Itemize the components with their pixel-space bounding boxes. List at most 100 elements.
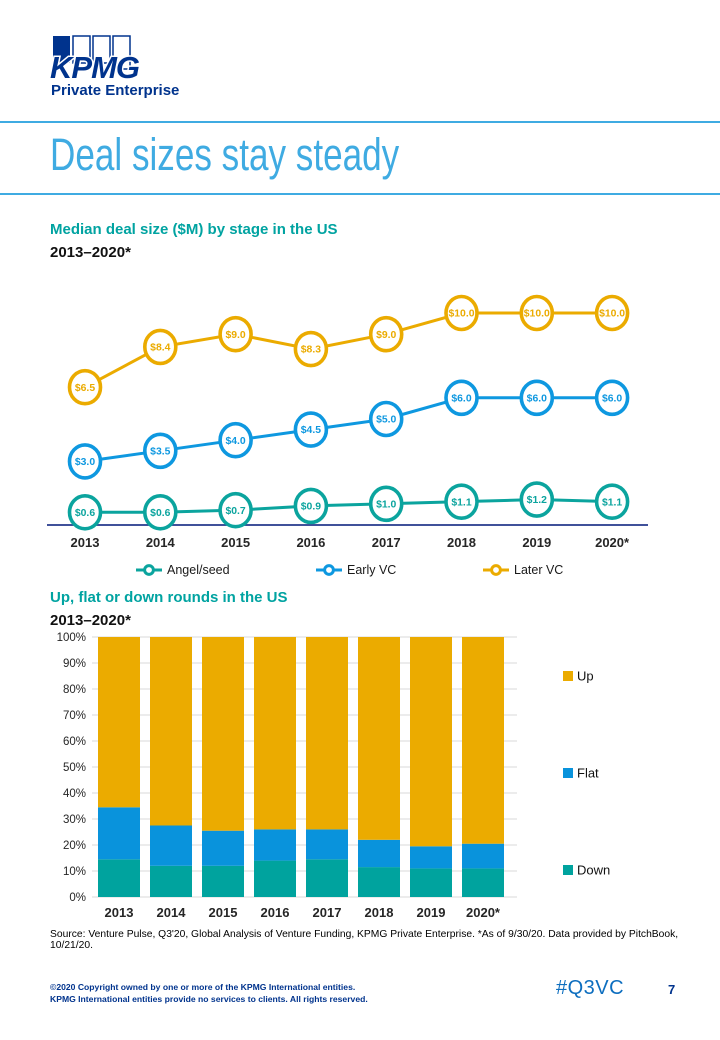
bar-segment-flat	[98, 807, 140, 860]
data-point-label: $6.0	[602, 393, 622, 404]
legend-item-angel-seed: Angel/seed	[136, 559, 230, 581]
bar-segment-up	[254, 637, 296, 830]
data-point-marker	[444, 294, 479, 332]
data-point-marker	[293, 330, 329, 368]
x-axis-label: 2017	[372, 535, 401, 550]
kpmg-logo-boxes	[53, 35, 131, 70]
bar-segment-down	[306, 859, 348, 897]
data-point-marker	[594, 483, 630, 520]
data-point-marker	[67, 493, 103, 531]
kpmg-logo-text: KPMG	[50, 50, 140, 85]
data-point-marker	[519, 379, 555, 417]
bar-segment-up	[358, 637, 400, 840]
bar-2014	[150, 637, 192, 897]
x-axis-label: 2016	[296, 535, 325, 550]
bar-2016	[254, 637, 296, 897]
kpmg-logo: KPMG	[50, 35, 142, 86]
line-series-angel-seed: $0.6 $0.6 $0.7 $0.9 $1.0 $1.1 $1.2 $1.1	[67, 481, 630, 531]
bar-segment-flat	[462, 843, 504, 869]
data-point-label: $10.0	[599, 309, 625, 320]
data-point-label: $3.0	[75, 457, 95, 468]
bar-2013	[98, 637, 140, 897]
data-point-label: $4.0	[225, 436, 245, 447]
data-point-marker	[368, 400, 404, 438]
bar-segment-flat	[358, 839, 400, 868]
data-point-marker	[594, 294, 630, 332]
x-axis-label: 2020*	[595, 535, 630, 550]
y-axis-label: 70%	[63, 710, 86, 722]
bar-2018	[358, 637, 400, 897]
x-axis-label: 2019	[522, 535, 551, 550]
hashtag: #Q3VC	[556, 977, 625, 999]
data-point-label: $6.0	[527, 393, 547, 404]
data-point-marker	[218, 491, 253, 529]
data-point-marker	[293, 411, 329, 448]
data-point-label: $1.1	[451, 497, 471, 508]
legend-label: Angel/seed	[167, 563, 230, 577]
bar-segment-up	[462, 637, 504, 844]
data-point-marker	[218, 315, 253, 353]
bar-segment-down	[98, 859, 140, 897]
up-flat-down-stacked-bar-chart: 0% 10% 20% 30% 40% 50% 60% 70% 80% 90% 100% 2013 201…	[57, 632, 611, 920]
data-point-label: $10.0	[524, 309, 550, 320]
bar-segment-up	[98, 637, 140, 808]
data-point-marker	[143, 432, 178, 470]
x-axis-label: 2015	[209, 905, 238, 920]
data-point-label: $8.4	[150, 343, 170, 354]
data-point-marker	[143, 493, 178, 531]
bar-2020-	[462, 637, 504, 897]
copyright-line-1: ©2020 Copyright owned by one or more of …	[50, 982, 356, 992]
x-axis-label: 2019	[417, 905, 446, 920]
data-point-label: $1.2	[527, 495, 547, 506]
legend-swatch-icon	[563, 865, 573, 875]
legend-label: Early VC	[347, 563, 397, 577]
bar-2017	[306, 637, 348, 897]
bar-segment-up	[306, 637, 348, 830]
bar-segment-down	[202, 865, 244, 897]
y-axis-label: 90%	[63, 658, 86, 670]
data-point-label: $6.5	[75, 383, 95, 394]
bar-segment-down	[254, 860, 296, 897]
line-chart-subtitle: 2013–2020*	[50, 244, 131, 261]
data-point-label: $6.0	[451, 393, 471, 404]
bar-segment-up	[202, 637, 244, 831]
divider-top	[0, 121, 720, 123]
bar-segment-flat	[410, 846, 452, 869]
data-point-label: $9.0	[225, 330, 245, 341]
y-axis-label: 10%	[63, 866, 86, 878]
legend-label: Flat	[577, 766, 599, 781]
data-point-marker	[293, 487, 329, 525]
y-axis-label: 100%	[57, 632, 86, 644]
x-axis-label: 2020*	[466, 905, 501, 920]
data-point-label: $5.0	[376, 415, 396, 426]
data-point-marker	[444, 379, 479, 417]
legend-label: Later VC	[514, 563, 564, 577]
bar-chart-subtitle: 2013–2020*	[50, 612, 131, 629]
y-axis-label: 0%	[69, 892, 86, 904]
legend-label: Up	[577, 669, 594, 684]
data-point-label: $0.7	[225, 506, 245, 517]
legend-item-flat: Flat	[563, 766, 599, 781]
data-point-marker	[594, 379, 630, 417]
line-chart-legend: Angel/seed Early VC Later VC	[0, 559, 720, 581]
copyright-line-2: KPMG International entities provide no s…	[50, 994, 368, 1005]
data-point-marker	[67, 443, 103, 480]
source-note: Source: Venture Pulse, Q3'20, Global Ana…	[50, 929, 679, 951]
data-point-marker	[67, 368, 103, 406]
bar-segment-down	[150, 865, 192, 897]
legend-item-down: Down	[563, 863, 610, 878]
page-title: Deal sizes stay steady	[50, 129, 400, 180]
bar-segment-down	[462, 868, 504, 897]
data-point-label: $8.3	[301, 345, 321, 356]
bar-segment-flat	[254, 829, 296, 861]
data-point-marker	[519, 294, 555, 332]
data-point-marker	[218, 421, 253, 459]
data-point-marker	[519, 481, 555, 518]
line-series-early-vc: $3.0 $3.5 $4.0 $4.5 $5.0 $6.0 $6.0 $6.0	[67, 379, 630, 480]
legend-marker-icon	[316, 564, 342, 576]
bar-segment-down	[410, 868, 452, 897]
y-axis-label: 50%	[63, 762, 86, 774]
bar-segment-flat	[202, 830, 244, 866]
data-point-label: $3.5	[150, 446, 170, 457]
